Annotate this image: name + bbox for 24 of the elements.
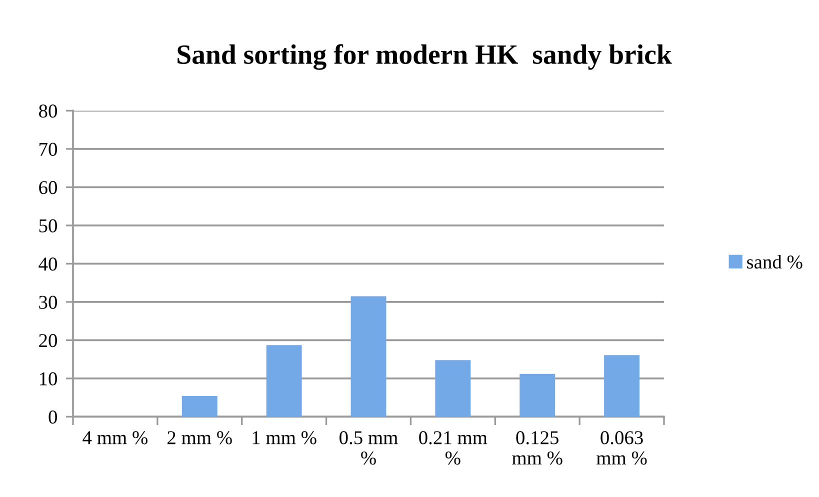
bar [604, 355, 640, 417]
bar [435, 360, 471, 417]
y-tick-label: 30 [39, 296, 57, 309]
bar [266, 345, 302, 417]
x-tick-label: 0.21 mm % [419, 431, 488, 465]
x-tick-label: 1 mm % [252, 431, 316, 444]
x-tick-label: 0.5 mm % [340, 431, 398, 465]
legend-label: sand % [747, 254, 802, 269]
x-tick-label: 2 mm % [168, 431, 232, 444]
x-tick-label: 4 mm % [82, 431, 148, 444]
chart-title: Sand sorting for modern HK sandy brick [178, 44, 672, 70]
bar [182, 396, 218, 417]
y-tick-label: 50 [39, 219, 57, 232]
x-tick-label: 0.063 mm % [596, 431, 647, 465]
y-tick-label: 10 [40, 372, 57, 386]
y-tick-label: 20 [39, 334, 57, 348]
y-tick-label: 40 [38, 258, 57, 271]
bar [520, 374, 556, 417]
x-tick-label: 0.125 mm % [512, 431, 562, 465]
y-tick-label: 80 [39, 104, 57, 118]
y-tick-label: 60 [39, 181, 57, 194]
y-tick-label: 0 [48, 410, 57, 424]
bar [350, 296, 386, 417]
y-tick-label: 70 [40, 142, 57, 156]
